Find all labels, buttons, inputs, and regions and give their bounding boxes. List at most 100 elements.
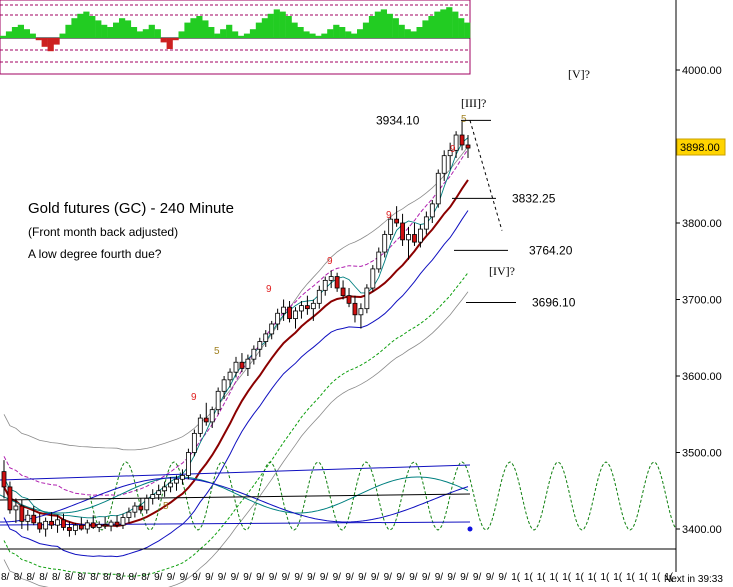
wave-label-5: [V]? [568, 67, 590, 81]
oscillator-bar [202, 20, 209, 38]
oscillator-bar [5, 31, 13, 38]
x-tick-label: 1( [511, 572, 521, 583]
oscillator-bar [428, 16, 435, 38]
candle-body [257, 341, 263, 350]
chart-subtitle-2: A low degree fourth due? [28, 247, 162, 261]
candle-body [352, 302, 358, 316]
oscillator-bar [89, 16, 96, 38]
oscillator-bar [23, 29, 30, 38]
candle-body [168, 482, 173, 488]
price-level-label: 3832.25 [512, 191, 556, 205]
x-tick-label: 1( [524, 572, 534, 583]
oscillator-bar [59, 33, 66, 38]
oscillator-bar [11, 27, 19, 38]
x-tick-label: 9/ [282, 572, 291, 583]
oscillator-bar [184, 22, 191, 38]
oscillator-bar [267, 13, 274, 39]
candle-body [227, 371, 233, 381]
count-label: 9 [450, 144, 456, 155]
oscillator-bar [83, 11, 90, 38]
cycle-blue-line [0, 477, 469, 523]
x-tick-label: 1( [639, 572, 649, 583]
price-level-label: 3696.10 [532, 295, 576, 309]
y-tick-label: 4000.00 [682, 65, 722, 77]
candle-body [67, 527, 72, 531]
x-tick-label: 8/ [1, 572, 10, 583]
oscillator-bar [434, 11, 441, 38]
candle-body [334, 276, 340, 289]
candle-body [138, 505, 144, 511]
count-label: 5 [214, 346, 220, 357]
x-tick-label: 8/ [14, 572, 23, 583]
candle-body [370, 268, 376, 289]
price-level-label: 3764.20 [529, 243, 573, 257]
candle-body [459, 134, 465, 146]
candle-body [441, 155, 447, 174]
candle-body [55, 519, 60, 526]
candle-body [203, 417, 209, 423]
x-tick-label: 8/ [116, 572, 125, 583]
oscillator-bar [303, 31, 310, 38]
candle-body [96, 524, 102, 528]
oscillator-bar [345, 31, 352, 38]
x-tick-label: 8/ [103, 572, 112, 583]
x-tick-label: 1( [550, 572, 560, 583]
oscillator-bar [309, 33, 316, 38]
x-tick-label: 9/ [486, 572, 495, 583]
cycle-wave [89, 461, 677, 531]
x-tick-label: 1( [664, 572, 674, 583]
chart-subtitle-1: (Front month back adjusted) [28, 225, 178, 239]
oscillator-bar [368, 16, 376, 38]
x-tick-label: 8/ [90, 572, 99, 583]
oscillator-bar [285, 16, 292, 38]
oscillator-bar [339, 27, 346, 38]
candle-body [287, 306, 292, 320]
x-tick-label: 9/ [167, 572, 176, 583]
candle-body [453, 134, 459, 151]
x-tick-label: 9/ [396, 572, 405, 583]
oscillator-bar [196, 16, 203, 38]
candle-body [186, 452, 191, 476]
oscillator-bar [0, 35, 7, 38]
upper-channel-line [3, 149, 469, 496]
x-tick-label: 9/ [180, 572, 189, 583]
oscillator-bar [291, 22, 298, 38]
candle-body [174, 478, 179, 484]
oscillator-bar [214, 33, 221, 38]
candle-body [221, 379, 227, 392]
oscillator-bar [243, 33, 251, 38]
x-tick-label: 9/ [447, 572, 456, 583]
x-tick-label: 1( [537, 572, 547, 583]
candle-body [43, 520, 49, 530]
x-tick-label: 9/ [294, 572, 303, 583]
oscillator-bar [190, 18, 197, 38]
oscillator-bar [101, 24, 108, 38]
x-tick-label: 8/ [27, 572, 36, 583]
candle-body [233, 361, 239, 373]
x-tick-label: 9/ [358, 572, 367, 583]
candle-body [120, 517, 126, 526]
envelope-mid [0, 493, 471, 501]
wave-label-3: [III]? [461, 96, 486, 110]
oscillator-bar [17, 24, 24, 38]
candle-body [346, 295, 352, 304]
oscillator-bar [392, 18, 399, 38]
oscillator-bar [95, 20, 102, 38]
candle-body [340, 287, 346, 297]
x-tick-label: 9/ [243, 572, 252, 583]
x-tick-label: 8/ [52, 572, 61, 583]
candle-body [245, 358, 251, 369]
oscillator-bar [374, 11, 381, 38]
current-price-marker: 3898.00 [676, 138, 726, 156]
x-tick-label: 9/ [231, 572, 240, 583]
current-price-label: 3898.00 [680, 142, 720, 154]
oscillator-bar [142, 29, 149, 38]
x-tick-label: 9/ [409, 572, 418, 583]
oscillator-bar [351, 33, 358, 38]
candle-body [412, 234, 417, 243]
candle-body [328, 276, 334, 281]
oscillator-bar [404, 29, 411, 38]
x-tick-label: 9/ [498, 572, 507, 583]
oscillator-bar [172, 38, 179, 41]
count-label: 9 [386, 210, 392, 221]
